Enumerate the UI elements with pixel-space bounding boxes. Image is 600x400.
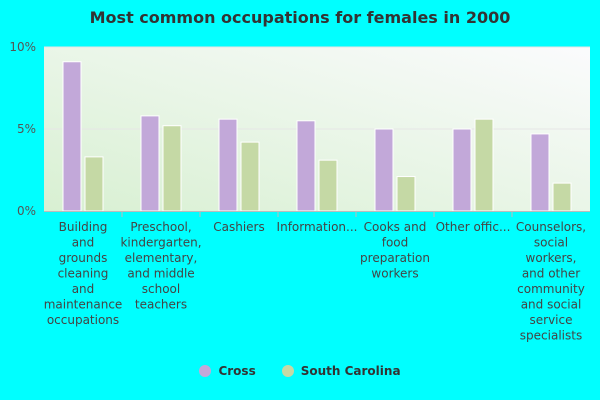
legend-item-south-carolina: South Carolina bbox=[281, 364, 401, 378]
bar-south-carolina[interactable] bbox=[318, 159, 338, 212]
legend-item-cross: Cross bbox=[199, 364, 256, 378]
legend-swatch-cross bbox=[199, 365, 212, 377]
x-category-label: Building and grounds cleaning and maintenance… bbox=[44, 220, 123, 327]
bar-cross[interactable] bbox=[374, 128, 394, 212]
bar-south-carolina[interactable] bbox=[240, 141, 260, 212]
bar-south-carolina[interactable] bbox=[474, 118, 494, 212]
legend-label-cross: Cross bbox=[218, 364, 256, 378]
chart-title: Most common occupations for females in 2… bbox=[89, 8, 511, 27]
bar-south-carolina[interactable] bbox=[162, 125, 182, 212]
y-tick-label: 5% bbox=[17, 122, 36, 136]
bar-south-carolina[interactable] bbox=[84, 156, 104, 212]
bar-cross[interactable] bbox=[452, 128, 472, 212]
bar-cross[interactable] bbox=[62, 61, 82, 212]
x-category-label: Cashiers bbox=[213, 220, 265, 234]
x-category-label: Counselors, social workers, and other commun… bbox=[516, 220, 586, 343]
bar-cross[interactable] bbox=[530, 133, 550, 212]
legend-swatch-south-carolina bbox=[281, 365, 294, 377]
x-category-label: Preschool, kindergarten, elementary, and mi… bbox=[120, 220, 201, 312]
bar-cross[interactable] bbox=[296, 120, 316, 212]
x-category-label: Information... bbox=[277, 220, 358, 234]
legend: Cross South Carolina bbox=[0, 364, 600, 378]
bar-cross[interactable] bbox=[140, 115, 160, 212]
bar-south-carolina[interactable] bbox=[552, 182, 572, 212]
y-tick-label: 0% bbox=[17, 204, 36, 218]
bar-south-carolina[interactable] bbox=[396, 176, 416, 212]
bar-cross[interactable] bbox=[218, 118, 238, 212]
legend-label-south-carolina: South Carolina bbox=[300, 364, 401, 378]
x-category-label: Cooks and food preparation workers bbox=[360, 220, 430, 281]
y-tick-label: 10% bbox=[9, 40, 36, 54]
x-category-label: Other offic... bbox=[436, 220, 511, 234]
